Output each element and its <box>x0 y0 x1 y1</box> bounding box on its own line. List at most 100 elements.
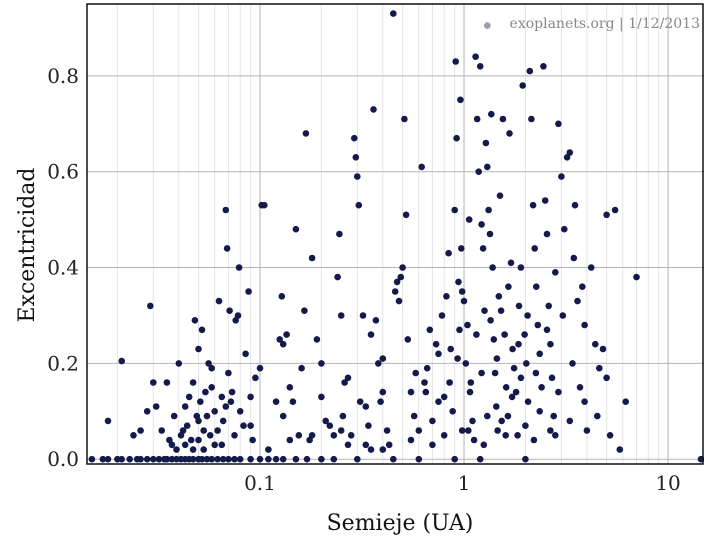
data-point <box>505 283 512 291</box>
data-point <box>189 446 197 453</box>
data-point <box>583 427 591 434</box>
data-point <box>278 293 286 300</box>
data-point <box>493 355 501 362</box>
data-point <box>458 427 466 434</box>
data-point <box>538 384 545 391</box>
data-point <box>385 441 393 449</box>
y-tick-label: 0.2 <box>47 351 79 375</box>
data-point <box>478 369 485 377</box>
data-point <box>218 441 226 449</box>
data-point <box>223 245 231 252</box>
data-point <box>432 340 440 348</box>
data-point <box>523 360 530 367</box>
data-point <box>540 63 547 70</box>
data-point <box>415 455 423 463</box>
data-point <box>522 455 529 463</box>
data-point <box>482 139 490 147</box>
data-point <box>574 297 581 305</box>
data-point <box>118 357 125 365</box>
data-point <box>292 225 300 233</box>
data-point <box>365 422 372 430</box>
data-point <box>344 441 352 449</box>
data-point <box>372 317 380 324</box>
data-point <box>603 211 610 219</box>
data-point <box>493 403 500 410</box>
data-point <box>231 432 238 439</box>
data-point <box>202 388 209 396</box>
data-point <box>429 441 436 449</box>
data-point <box>517 264 525 271</box>
data-point <box>211 441 218 449</box>
data-point <box>143 408 151 415</box>
data-point <box>576 384 584 391</box>
data-point <box>422 388 430 396</box>
x-tick-label: 10 <box>655 471 680 495</box>
data-point <box>456 326 463 334</box>
x-axis-title: Semieje (UA) <box>327 511 474 536</box>
data-point <box>566 149 574 156</box>
data-point <box>247 422 254 430</box>
data-point <box>276 336 284 343</box>
data-point <box>227 398 235 406</box>
data-point <box>497 307 505 315</box>
data-point <box>195 345 202 353</box>
data-point <box>318 393 325 401</box>
data-point <box>399 264 406 271</box>
data-point <box>488 110 495 118</box>
data-point <box>206 432 214 439</box>
data-point <box>130 432 137 439</box>
data-point <box>476 63 484 70</box>
data-point <box>485 206 492 214</box>
data-point <box>484 163 491 171</box>
data-point <box>397 273 405 281</box>
data-point <box>289 398 297 406</box>
data-point <box>104 455 112 463</box>
data-point <box>476 455 484 463</box>
data-point <box>189 379 197 386</box>
data-point <box>445 249 452 257</box>
data-point <box>252 374 259 382</box>
data-point <box>225 455 232 463</box>
data-point <box>228 388 236 396</box>
data-point <box>449 408 457 415</box>
data-point <box>496 192 504 199</box>
data-point <box>502 384 510 391</box>
data-point <box>559 312 567 319</box>
data-point <box>168 441 176 449</box>
data-point <box>545 302 552 310</box>
data-point <box>379 388 387 396</box>
data-point <box>341 379 348 386</box>
data-point <box>599 345 607 353</box>
data-point <box>126 455 133 463</box>
data-point <box>415 427 423 434</box>
data-point <box>236 455 244 463</box>
data-point <box>339 412 347 420</box>
data-point <box>536 408 543 415</box>
data-point <box>198 455 206 463</box>
data-point <box>292 455 300 463</box>
data-point <box>530 436 538 444</box>
data-point <box>506 130 513 137</box>
data-point <box>446 379 453 386</box>
data-point <box>215 297 223 305</box>
data-point <box>187 436 195 444</box>
data-point <box>203 455 211 463</box>
data-point <box>435 350 442 358</box>
data-point <box>337 427 345 434</box>
data-point <box>421 379 428 386</box>
data-point <box>524 312 531 319</box>
data-point <box>197 398 204 406</box>
data-point <box>222 206 230 214</box>
data-point <box>528 115 535 123</box>
data-point <box>495 293 503 300</box>
data-point <box>507 259 515 267</box>
data-point <box>480 441 488 449</box>
data-point <box>616 446 624 453</box>
data-point <box>367 446 375 453</box>
data-point <box>509 345 516 353</box>
data-point <box>454 355 461 362</box>
y-tick-label: 0.8 <box>47 64 79 88</box>
data-point <box>301 307 308 315</box>
data-point <box>362 441 370 449</box>
credit-text: exoplanets.org | 1/12/2013 <box>510 16 700 32</box>
